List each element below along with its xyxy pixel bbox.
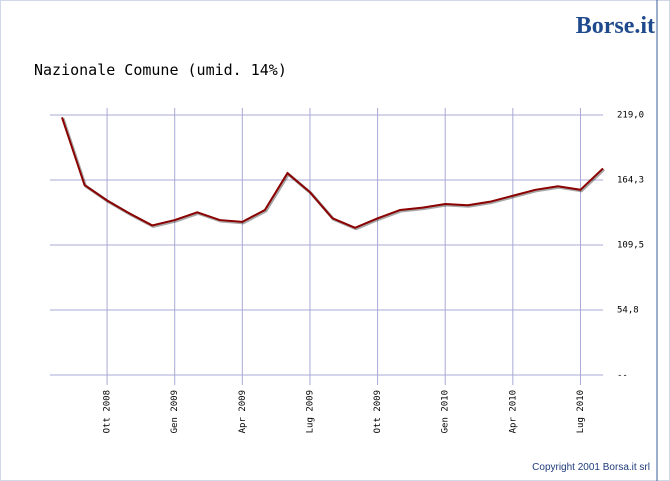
x-tick-label: Apr 2010 bbox=[508, 390, 518, 433]
x-tick-label: Lug 2010 bbox=[576, 390, 586, 433]
brand-logo: Borse.it bbox=[576, 13, 655, 39]
y-tick-label: 219,0 bbox=[617, 111, 644, 121]
x-tick-label: Ott 2008 bbox=[103, 390, 113, 433]
y-tick-label: 109,5 bbox=[617, 241, 644, 251]
x-tick-label: Apr 2009 bbox=[238, 390, 248, 433]
y-tick-label: -- bbox=[617, 371, 628, 381]
x-tick-label: Lug 2009 bbox=[305, 390, 315, 433]
y-tick-label: 54,8 bbox=[617, 305, 639, 315]
data-line bbox=[61, 117, 604, 229]
x-tick-label: Gen 2009 bbox=[170, 390, 180, 433]
copyright: Copyright 2001 Borsa.it srl bbox=[532, 462, 650, 473]
x-tick-label: Gen 2010 bbox=[441, 390, 451, 433]
chart-title: Nazionale Comune (umid. 14%) bbox=[34, 61, 287, 79]
x-tick-label: Ott 2009 bbox=[373, 390, 383, 433]
y-tick-label: 164,3 bbox=[617, 175, 644, 185]
